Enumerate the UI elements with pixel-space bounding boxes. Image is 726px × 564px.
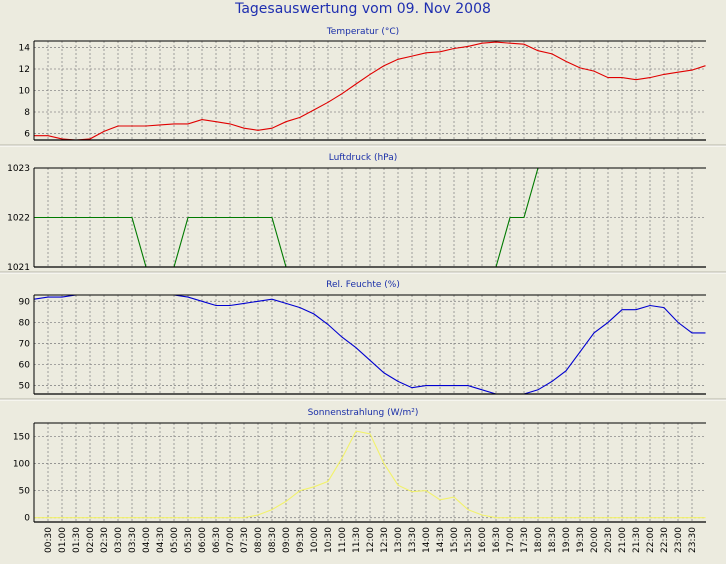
y-tick-label: 1023 xyxy=(7,164,30,174)
x-tick-label: 14:00 xyxy=(422,527,432,553)
y-tick-label: 50 xyxy=(19,382,31,392)
x-tick-label: 07:30 xyxy=(240,527,250,553)
x-tick-label: 20:00 xyxy=(590,527,600,553)
chart-panel-2: Luftdruck (hPa) 1021 1022 1023 xyxy=(0,153,726,274)
y-tick-label: 60 xyxy=(19,361,31,371)
x-tick-label: 10:30 xyxy=(324,527,334,553)
x-tick-label: 02:00 xyxy=(86,527,96,553)
panel-title: Temperatur (°C) xyxy=(326,27,399,37)
y-tick-label: 12 xyxy=(19,65,30,75)
x-tick-label: 09:00 xyxy=(282,527,292,553)
x-tick-label: 12:30 xyxy=(380,527,390,553)
x-tick-label: 04:00 xyxy=(142,527,152,553)
x-tick-label: 09:30 xyxy=(296,527,306,553)
panel-title: Sonnenstrahlung (W/m²) xyxy=(308,408,419,418)
x-tick-label: 11:30 xyxy=(352,527,362,553)
x-tick-label: 08:30 xyxy=(268,527,278,553)
y-tick-label: 14 xyxy=(19,43,31,53)
x-tick-label: 11:00 xyxy=(338,527,348,553)
x-tick-label: 05:30 xyxy=(184,527,194,553)
x-tick-label: 06:00 xyxy=(198,527,208,553)
x-tick-label: 13:00 xyxy=(394,527,404,553)
x-tick-label: 22:30 xyxy=(660,527,670,553)
y-tick-label: 6 xyxy=(24,130,30,140)
x-tick-label: 16:00 xyxy=(478,527,488,553)
series-line xyxy=(34,430,706,519)
x-tick-label: 15:30 xyxy=(464,527,474,553)
x-tick-label: 00:30 xyxy=(44,527,54,553)
x-tick-label: 03:00 xyxy=(114,527,124,553)
y-tick-label: 90 xyxy=(19,297,31,307)
y-tick-label: 0 xyxy=(24,514,30,524)
x-tick-label: 13:30 xyxy=(408,527,418,553)
x-tick-label: 19:00 xyxy=(562,527,572,553)
chart-main-title: Tagesauswertung vom 09. Nov 2008 xyxy=(235,1,491,17)
y-tick-label: 8 xyxy=(24,108,30,118)
x-tick-label: 01:30 xyxy=(72,527,82,553)
x-tick-label: 22:00 xyxy=(646,527,656,553)
x-tick-label: 05:00 xyxy=(170,527,180,553)
x-tick-label: 15:00 xyxy=(450,527,460,553)
y-tick-label: 1021 xyxy=(7,263,30,273)
x-tick-label: 07:00 xyxy=(226,527,236,553)
x-tick-label: 20:30 xyxy=(604,527,614,553)
x-tick-label: 10:00 xyxy=(310,527,320,553)
chart-panel-1: Temperatur (°C) 6 8 10 12 14 xyxy=(0,27,726,147)
panel-title: Luftdruck (hPa) xyxy=(329,153,398,163)
x-tick-label: 08:00 xyxy=(254,527,264,553)
chart-panel-3: Rel. Feuchte (%) 50 60 70 80 90 xyxy=(0,280,726,401)
x-tick-label: 12:00 xyxy=(366,527,376,553)
y-tick-label: 1022 xyxy=(7,214,30,224)
y-tick-label: 100 xyxy=(13,460,30,470)
y-tick-label: 80 xyxy=(19,318,31,328)
x-tick-label: 23:30 xyxy=(688,527,698,553)
x-tick-label: 17:30 xyxy=(520,527,530,553)
series-line xyxy=(34,168,539,267)
x-tick-label: 16:30 xyxy=(492,527,502,553)
x-tick-label: 19:30 xyxy=(576,527,586,553)
y-tick-label: 70 xyxy=(19,339,31,349)
x-tick-label: 21:00 xyxy=(618,527,628,553)
chart-panel-4: Sonnenstrahlung (W/m²) 0 50 100 150 xyxy=(13,408,706,524)
x-tick-label: 18:30 xyxy=(548,527,558,553)
x-tick-label: 21:30 xyxy=(632,527,642,553)
x-tick-label: 03:30 xyxy=(128,527,138,553)
panel-title: Rel. Feuchte (%) xyxy=(326,280,400,290)
series-line xyxy=(34,41,706,140)
x-tick-label: 04:30 xyxy=(156,527,166,553)
x-tick-label: 02:30 xyxy=(100,527,110,553)
x-tick-label: 01:00 xyxy=(58,527,68,553)
x-tick-label: 06:30 xyxy=(212,527,222,553)
y-tick-label: 150 xyxy=(13,433,30,443)
x-tick-label: 14:30 xyxy=(436,527,446,553)
x-tick-label: 17:00 xyxy=(506,527,516,553)
y-tick-label: 10 xyxy=(19,87,31,97)
y-tick-label: 50 xyxy=(19,487,31,497)
x-tick-label: 23:00 xyxy=(674,527,684,553)
series-line xyxy=(34,295,706,394)
x-tick-labels: 00:30 01:00 01:30 02:00 02:30 03:00 03:30 04:00… xyxy=(44,527,698,553)
x-tick-label: 18:00 xyxy=(534,527,544,553)
